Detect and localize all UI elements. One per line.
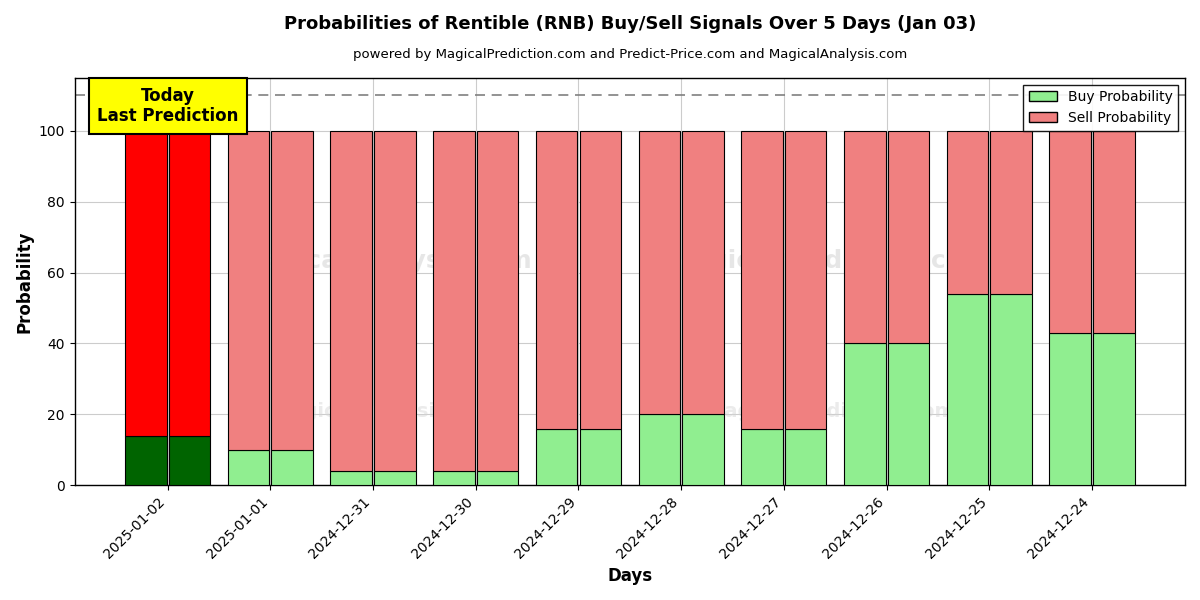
Bar	[536, 131, 577, 428]
Bar	[580, 428, 622, 485]
Y-axis label: Probability: Probability	[16, 230, 34, 332]
Bar	[990, 131, 1032, 294]
Text: MagicalAnalysis.com: MagicalAnalysis.com	[271, 403, 499, 421]
Text: MagicalAnalysis.com: MagicalAnalysis.com	[239, 249, 533, 273]
Bar	[638, 415, 680, 485]
Text: powered by MagicalPrediction.com and Predict-Price.com and MagicalAnalysis.com: powered by MagicalPrediction.com and Pre…	[353, 49, 907, 61]
Bar	[947, 294, 989, 485]
Bar	[433, 131, 475, 471]
Bar	[947, 131, 989, 294]
Text: MagicalPrediction.com: MagicalPrediction.com	[670, 249, 990, 273]
Bar	[169, 131, 210, 436]
Bar	[125, 131, 167, 436]
Bar	[1049, 333, 1091, 485]
Bar	[169, 436, 210, 485]
Bar	[888, 131, 929, 343]
X-axis label: Days: Days	[607, 567, 653, 585]
Bar	[125, 436, 167, 485]
Bar	[536, 428, 577, 485]
Bar	[374, 131, 415, 471]
Bar	[374, 471, 415, 485]
Bar	[1093, 333, 1134, 485]
Bar	[476, 131, 518, 471]
Bar	[785, 428, 827, 485]
Bar	[844, 343, 886, 485]
Bar	[580, 131, 622, 428]
Bar	[742, 428, 782, 485]
Bar	[228, 131, 269, 450]
Legend: Buy Probability, Sell Probability: Buy Probability, Sell Probability	[1024, 85, 1178, 131]
Bar	[330, 131, 372, 471]
Bar	[742, 131, 782, 428]
Text: MagicalPrediction.com: MagicalPrediction.com	[704, 403, 954, 421]
Bar	[228, 450, 269, 485]
Bar	[476, 471, 518, 485]
Bar	[785, 131, 827, 428]
Bar	[330, 471, 372, 485]
Bar	[682, 415, 724, 485]
Bar	[844, 131, 886, 343]
Text: Today
Last Prediction: Today Last Prediction	[97, 86, 239, 125]
Title: Probabilities of Rentible (RNB) Buy/Sell Signals Over 5 Days (Jan 03): Probabilities of Rentible (RNB) Buy/Sell…	[283, 15, 976, 33]
Bar	[1049, 131, 1091, 333]
Bar	[271, 450, 313, 485]
Bar	[1093, 131, 1134, 333]
Bar	[433, 471, 475, 485]
Bar	[638, 131, 680, 415]
Bar	[271, 131, 313, 450]
Bar	[990, 294, 1032, 485]
Bar	[888, 343, 929, 485]
Bar	[682, 131, 724, 415]
